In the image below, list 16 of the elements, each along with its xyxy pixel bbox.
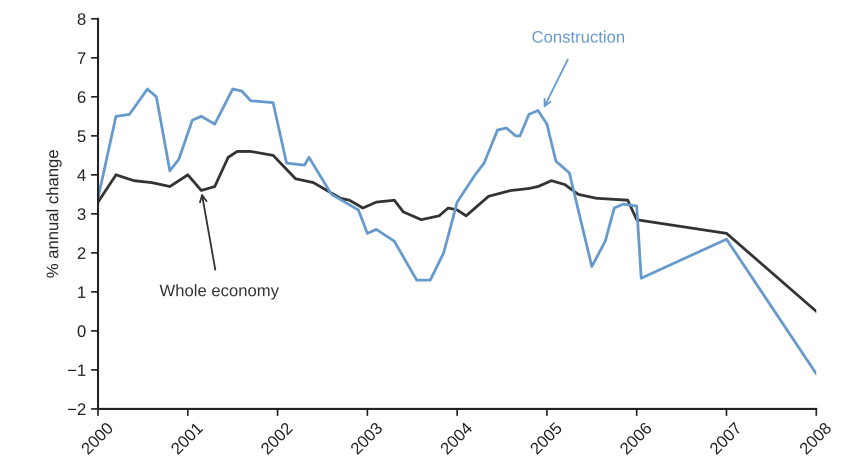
y-tick-label: −2 [68, 403, 86, 415]
y-tick-label: 5 [78, 130, 86, 142]
y-tick-label: 0 [78, 325, 86, 338]
annotation: Whole economy [160, 284, 279, 300]
y-tick-label: −1 [68, 364, 86, 376]
y-tick-label: 1 [78, 286, 86, 298]
y-tick-label: 6 [78, 91, 86, 104]
annotation: Construction [532, 30, 624, 43]
y-tick-label: 8 [78, 13, 86, 26]
y-tick-label: 7 [78, 52, 86, 64]
y-tick-label: 4 [77, 169, 86, 181]
line-series [98, 88, 816, 376]
y-tick-label: 2 [78, 247, 86, 259]
line-series [98, 150, 816, 313]
y-tick-label: 3 [78, 208, 86, 220]
y-axis-title: % annual change [46, 150, 62, 278]
